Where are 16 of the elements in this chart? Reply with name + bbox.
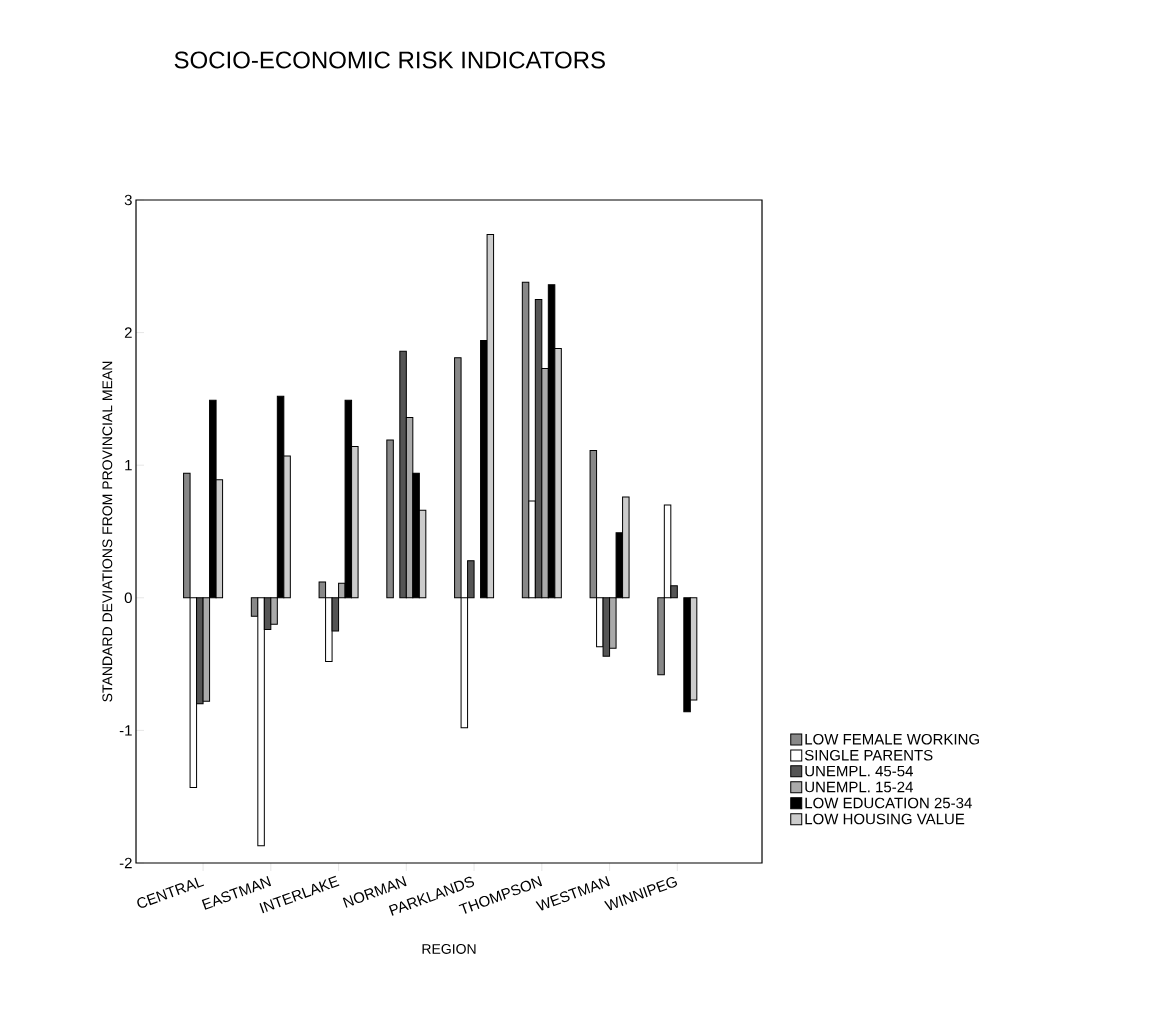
legend-label: UNEMPL. 15-24 bbox=[805, 781, 913, 793]
y-tick-label: 0 bbox=[124, 592, 132, 604]
y-tick-label: 2 bbox=[124, 327, 132, 338]
x-axis-title: REGION bbox=[422, 943, 476, 954]
y-tick-label: 1 bbox=[125, 460, 132, 471]
chart-title: SOCIO-ECONOMIC RISK INDICATORS bbox=[174, 51, 605, 69]
legend-label: SINGLE PARENTS bbox=[804, 749, 933, 761]
legend-label: LOW FEMALE WORKING bbox=[805, 733, 979, 745]
y-axis-title: STANDARD DEVIATIONS FROM PROVINCIAL MEAN bbox=[102, 361, 113, 702]
y-tick-label: -2 bbox=[119, 857, 132, 869]
legend-label: UNEMPL. 45-54 bbox=[805, 765, 913, 777]
y-tick-label: -1 bbox=[119, 725, 132, 736]
legend-label: LOW EDUCATION 25-34 bbox=[805, 797, 972, 809]
bar bbox=[386, 439, 394, 599]
legend-label: LOW HOUSING VALUE bbox=[805, 813, 965, 825]
y-tick-label: 3 bbox=[124, 194, 132, 206]
